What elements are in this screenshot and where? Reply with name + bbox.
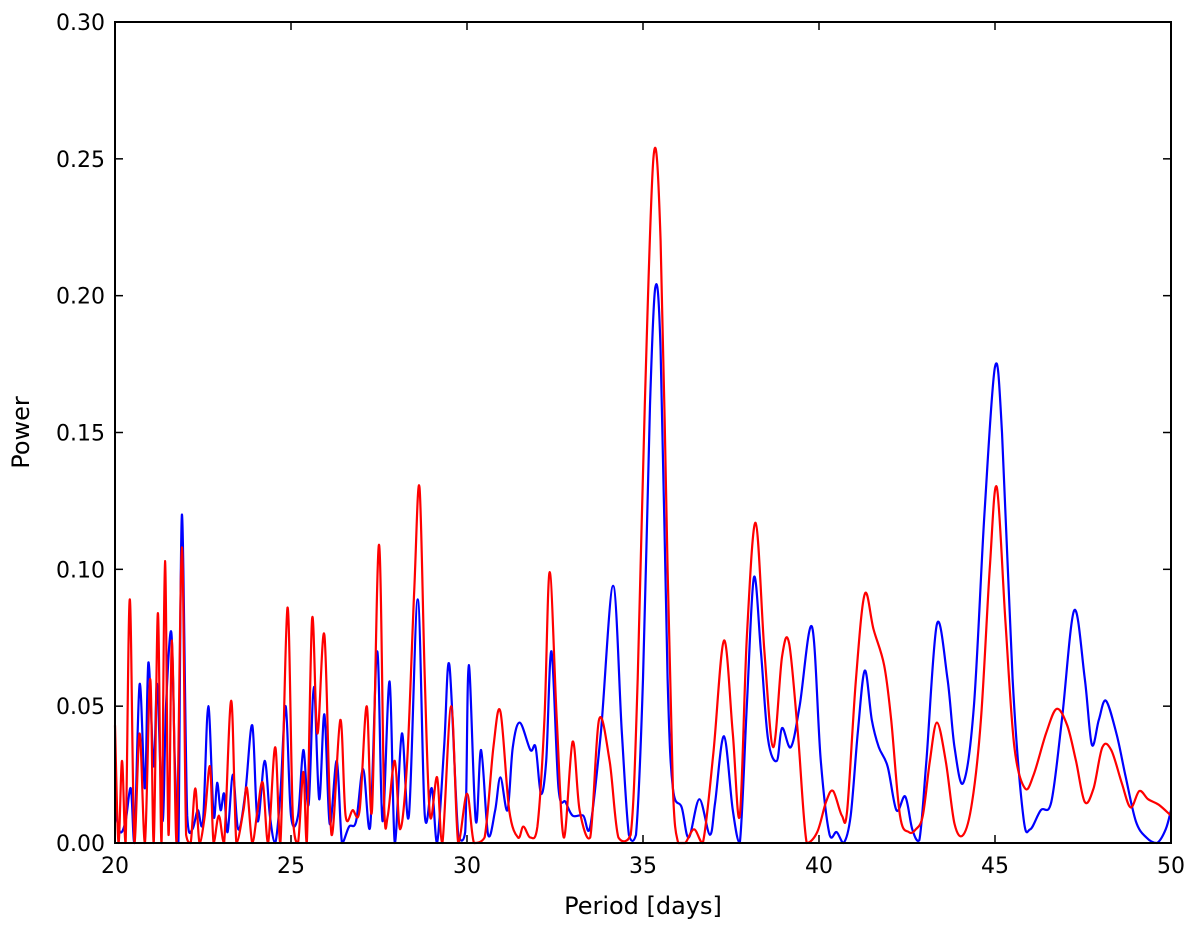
y-axis-ticks: 0.00 0.05 0.10 0.15 0.20 0.25 0.30 [56,11,1171,857]
series-line-2 [113,146,1172,845]
x-tick-label: 30 [453,854,481,879]
y-tick-label: 0.00 [56,832,105,857]
x-axis-ticks: 20 25 30 35 40 45 50 [101,22,1185,879]
y-axis-label: Power [7,396,35,469]
y-tick-label: 0.25 [56,148,105,173]
x-tick-label: 40 [805,854,833,879]
y-tick-label: 0.20 [56,285,105,310]
x-tick-label: 50 [1157,854,1185,879]
x-tick-label: 45 [981,854,1009,879]
plot-frame [114,21,1172,844]
x-tick-label: 35 [629,854,657,879]
series-layer [113,146,1173,845]
x-axis-label: Period [days] [564,892,722,920]
y-tick-label: 0.05 [56,695,105,720]
y-tick-label: 0.15 [56,422,105,447]
y-tick-label: 0.30 [56,11,105,36]
y-tick-label: 0.10 [56,558,105,583]
x-tick-label: 25 [277,854,305,879]
series-line-1 [113,283,1173,845]
x-tick-label: 20 [101,854,129,879]
